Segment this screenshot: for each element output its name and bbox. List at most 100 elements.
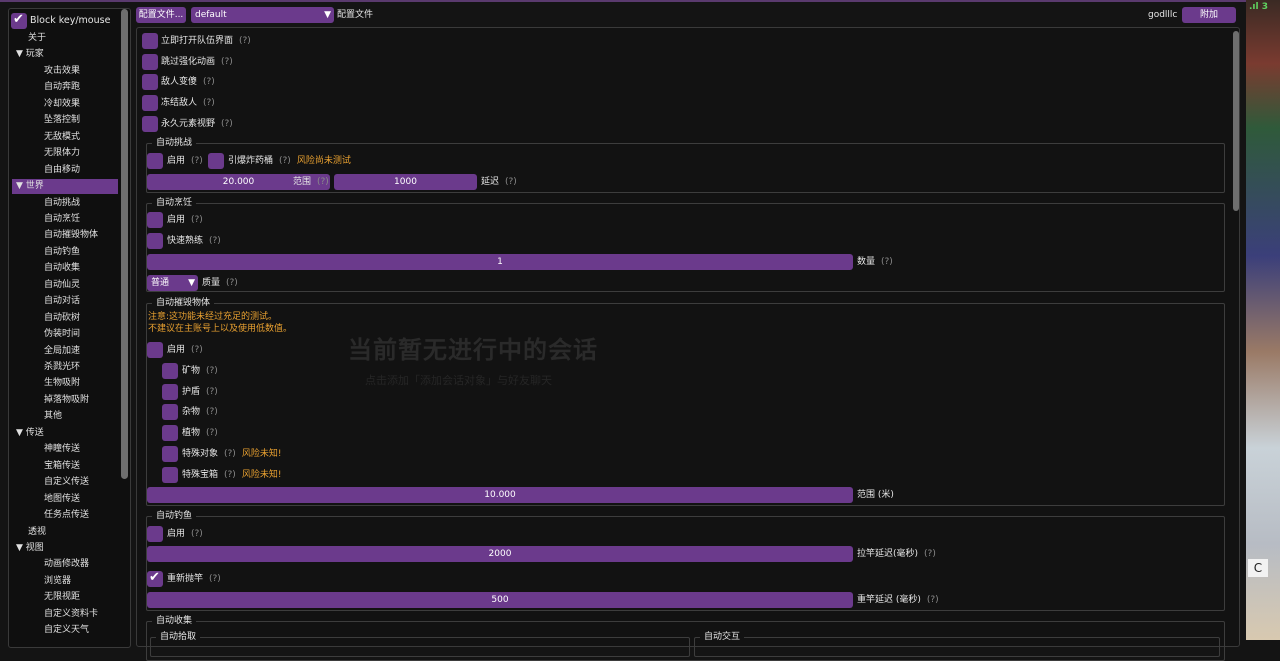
sidebar-scrollbar[interactable]: [121, 9, 128, 479]
sidebar-item[interactable]: 杀戮光环: [44, 362, 81, 372]
help-icon[interactable]: (?): [191, 156, 203, 166]
toggle-checkbox[interactable]: [142, 115, 158, 132]
pull-delay-slider[interactable]: 2000: [147, 546, 853, 562]
destroy-item-checkbox[interactable]: [162, 363, 178, 379]
help-icon[interactable]: (?): [881, 257, 893, 267]
toggle-checkbox[interactable]: [142, 74, 158, 91]
main-scrollbar[interactable]: [1233, 31, 1239, 211]
help-icon[interactable]: (?): [203, 98, 215, 109]
block-input-checkbox[interactable]: [11, 12, 27, 29]
warning-text: 风险尚未测试: [296, 156, 351, 166]
sidebar-item[interactable]: 地图传送: [44, 493, 81, 504]
help-icon[interactable]: (?): [926, 595, 939, 605]
sidebar-item[interactable]: 无限视距: [44, 592, 81, 603]
sidebar-item[interactable]: 掉落物吸附: [44, 394, 90, 405]
sidebar-item[interactable]: 伪装时间: [44, 329, 81, 340]
sidebar-item[interactable]: 其他: [44, 411, 63, 422]
sidebar-item[interactable]: 自定义资料卡: [44, 608, 99, 619]
help-icon[interactable]: (?): [206, 428, 218, 439]
config-select[interactable]: default ▼: [191, 7, 334, 23]
help-icon[interactable]: (?): [191, 345, 203, 355]
help-icon[interactable]: (?): [239, 36, 251, 46]
sidebar-item[interactable]: 攻击效果: [44, 65, 81, 76]
sidebar-item[interactable]: 全局加速: [44, 345, 81, 356]
count-slider[interactable]: 1: [147, 254, 853, 270]
sidebar-item[interactable]: ▼ 玩家: [16, 49, 44, 60]
sidebar-item[interactable]: 动画修改器: [44, 559, 90, 570]
help-icon[interactable]: (?): [226, 278, 238, 288]
sidebar-item[interactable]: 自动收集: [44, 263, 81, 274]
auto-destroy-enable-checkbox[interactable]: [147, 342, 163, 358]
help-icon[interactable]: (?): [191, 215, 203, 225]
sidebar-item[interactable]: ▼ 视图: [16, 542, 44, 553]
sidebar-item[interactable]: 任务点传送: [44, 510, 90, 521]
recast-checkbox[interactable]: [147, 570, 163, 587]
help-icon[interactable]: (?): [221, 56, 233, 67]
sidebar-item[interactable]: 自动摧毁物体: [44, 230, 99, 241]
sidebar-item[interactable]: ▼ 传送: [16, 427, 44, 438]
sidebar-item[interactable]: 无限体力: [44, 148, 81, 159]
sidebar-item[interactable]: 透视: [28, 526, 47, 537]
help-icon[interactable]: (?): [203, 77, 215, 88]
destroy-item-checkbox[interactable]: [162, 404, 178, 421]
background-subtitle: 点击添加「添加会话对象」与好友聊天: [365, 374, 552, 387]
sidebar-item[interactable]: 生物吸附: [44, 378, 81, 389]
help-icon[interactable]: (?): [206, 386, 218, 397]
help-icon[interactable]: (?): [209, 236, 221, 246]
label-text: 护盾: [182, 386, 201, 397]
sidebar-item[interactable]: 自动砍树: [44, 312, 81, 323]
help-icon[interactable]: (?): [317, 177, 329, 187]
recast-delay-slider[interactable]: 500: [147, 592, 853, 608]
sidebar-item[interactable]: 坠落控制: [44, 115, 81, 126]
help-icon[interactable]: (?): [224, 448, 236, 459]
detonate-barrel-checkbox[interactable]: [208, 153, 224, 169]
sidebar-item[interactable]: 自动仙灵: [44, 279, 81, 290]
toggle-checkbox[interactable]: [142, 33, 158, 49]
help-icon[interactable]: (?): [206, 366, 218, 376]
destroy-item-checkbox[interactable]: [162, 466, 178, 483]
delay-slider[interactable]: 1000: [334, 174, 477, 190]
pull-delay-label: 拉竿延迟(毫秒) (?): [857, 546, 936, 562]
sidebar-item[interactable]: 无敌模式: [44, 131, 81, 142]
destroy-note-1: 注意:这功能未经过充足的测试。: [148, 312, 278, 322]
destroy-item-checkbox[interactable]: [162, 425, 178, 442]
sidebar-item[interactable]: 关于: [28, 33, 47, 43]
attach-button[interactable]: 附加: [1182, 7, 1236, 23]
toggle-checkbox[interactable]: [142, 53, 158, 70]
help-icon[interactable]: (?): [221, 118, 233, 129]
fast-proficiency-checkbox[interactable]: [147, 233, 163, 249]
sidebar-item[interactable]: 冷却效果: [44, 98, 81, 109]
sidebar-item[interactable]: 自定义天气: [44, 625, 90, 636]
sidebar-item[interactable]: 自由移动: [44, 164, 81, 175]
help-icon[interactable]: (?): [209, 574, 221, 584]
auto-cook-enable-checkbox[interactable]: [147, 212, 163, 228]
help-icon[interactable]: (?): [224, 469, 236, 480]
sidebar-item[interactable]: 自定义传送: [44, 477, 90, 488]
sidebar-item[interactable]: 浏览器: [44, 575, 72, 586]
sidebar-item[interactable]: 神瞳传送: [44, 444, 81, 455]
sidebar-item[interactable]: ▼ 世界: [12, 179, 118, 195]
destroy-item-checkbox[interactable]: [162, 445, 178, 462]
sidebar-item[interactable]: 自动烹饪: [44, 213, 81, 224]
config-file-button[interactable]: 配置文件...: [136, 7, 186, 23]
help-icon[interactable]: (?): [191, 529, 203, 539]
destroy-item-label: 矿物 (?): [182, 363, 218, 379]
sidebar-item[interactable]: 自动挑战: [44, 197, 81, 208]
destroy-range-slider[interactable]: 10.000: [147, 487, 853, 503]
label-text: 敌人变傻: [161, 77, 198, 88]
sidebar-item[interactable]: 自动对话: [44, 296, 81, 307]
quality-select[interactable]: 普通 ▼: [147, 275, 198, 291]
sidebar-item[interactable]: 宝箱传送: [44, 460, 81, 471]
sidebar-item[interactable]: 自动奔跑: [44, 82, 81, 93]
range-slider[interactable]: 20.000: [147, 174, 330, 190]
auto-fish-enable-checkbox[interactable]: [147, 526, 163, 542]
help-icon[interactable]: (?): [279, 156, 291, 166]
help-icon[interactable]: (?): [505, 177, 517, 187]
help-icon[interactable]: (?): [206, 407, 218, 418]
help-icon[interactable]: (?): [924, 549, 936, 559]
group-title: 自动烹饪: [152, 197, 197, 209]
auto-challenge-enable-checkbox[interactable]: [147, 153, 163, 169]
destroy-item-checkbox[interactable]: [162, 383, 178, 400]
toggle-checkbox[interactable]: [142, 95, 158, 112]
sidebar-item[interactable]: 自动钓鱼: [44, 246, 81, 257]
